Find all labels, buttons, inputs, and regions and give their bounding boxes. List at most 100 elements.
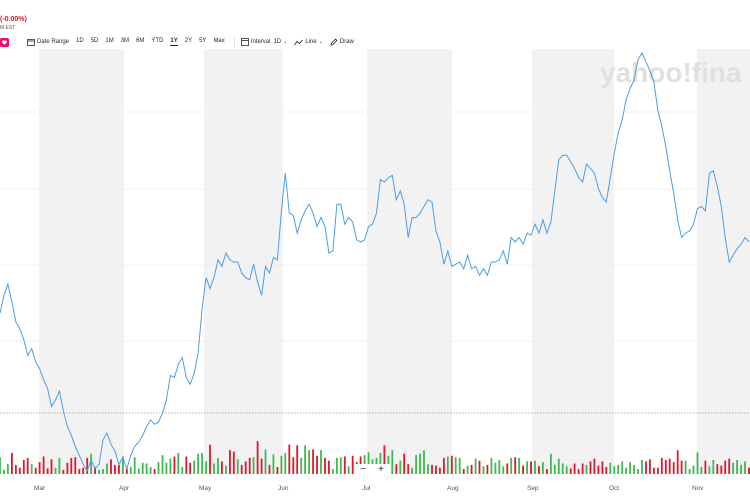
date-range-label: Date Range: [37, 39, 70, 45]
volume-bar: [625, 467, 627, 474]
volume-bar: [462, 469, 465, 474]
volume-bar: [153, 469, 156, 474]
volume-bar: [542, 462, 544, 474]
volume-bar: [15, 464, 17, 474]
volume-bar: [11, 453, 13, 474]
interval-dropdown[interactable]: Interval 1D ⌄: [240, 38, 287, 46]
x-axis-labels: Mar Apr May Jun Jul Aug Sep Oct Nov: [34, 485, 704, 492]
volume-bar: [653, 467, 655, 474]
range-button-5d[interactable]: 5D: [90, 38, 99, 44]
draw-button[interactable]: Draw: [330, 38, 354, 46]
volume-bar: [78, 469, 81, 474]
volume-bar: [280, 455, 283, 474]
x-tick-label: Apr: [119, 485, 130, 492]
zoom-out-button[interactable]: −: [360, 464, 366, 475]
volume-bar: [316, 455, 318, 474]
volume-bar: [601, 461, 604, 474]
gridlines: [0, 111, 750, 342]
volume-bar: [320, 450, 322, 474]
zoom-in-button[interactable]: +: [378, 464, 384, 475]
range-button-max[interactable]: Max: [213, 38, 225, 44]
chart-type-dropdown[interactable]: Line ⌄: [294, 39, 323, 46]
volume-bar: [498, 460, 501, 474]
volume-bar: [740, 464, 742, 474]
volume-bar: [657, 467, 659, 474]
volume-bar: [26, 457, 29, 474]
volume-bar: [621, 461, 624, 474]
volume-bar: [454, 457, 457, 474]
volume-bar: [98, 469, 100, 474]
volume-bar: [629, 462, 631, 474]
heart-icon: [0, 37, 9, 47]
range-button-ytd[interactable]: YTD: [151, 38, 164, 44]
volume-bar: [680, 460, 683, 474]
range-selector: 1D 5D 1M 3M 6M YTD 1Y 2Y 5Y Max: [76, 38, 232, 46]
volume-bar: [724, 460, 727, 474]
volume-bar: [692, 465, 695, 474]
volume-bar: [221, 461, 223, 474]
volume-bar: [700, 467, 703, 474]
volume-bar: [684, 460, 687, 474]
volume-bar: [90, 453, 92, 474]
price-chart[interactable]: yahoo!fina Mar Apr May Jun Jul Aug Sep Oct Nov: [0, 49, 750, 500]
volume-bar: [565, 466, 568, 474]
volume-bar: [423, 450, 425, 474]
volume-bar: [252, 457, 255, 474]
volume-bar: [74, 457, 77, 474]
volume-bar: [514, 457, 517, 474]
volume-bar: [383, 445, 386, 474]
volume-bar: [165, 462, 168, 474]
date-range-button[interactable]: Date Range: [27, 38, 69, 46]
volume-bar: [546, 469, 548, 474]
volume-bar: [118, 464, 120, 474]
volume-bar: [240, 464, 243, 474]
watchlist-heart-button[interactable]: [0, 37, 11, 47]
volume-bar: [22, 460, 25, 474]
volume-bar: [339, 457, 342, 474]
volume-bar: [7, 464, 9, 474]
x-tick-label: Jun: [278, 485, 289, 492]
volume-bar: [347, 466, 350, 474]
month-band: [532, 49, 614, 474]
volume-bar: [672, 462, 675, 474]
range-button-2y[interactable]: 2Y: [184, 38, 193, 44]
x-tick-label: Mar: [34, 485, 46, 492]
chart-type-label: Line: [305, 39, 317, 45]
volume-bar: [720, 465, 723, 474]
volume-bar: [324, 457, 326, 474]
range-button-1y[interactable]: 1Y: [170, 38, 178, 46]
volume-bar: [446, 456, 449, 474]
volume-bar: [18, 467, 21, 474]
chevron-down-icon: ⌄: [318, 39, 323, 45]
volume-bar: [201, 453, 203, 474]
volume-bar: [633, 464, 635, 474]
volume-bar: [38, 462, 41, 474]
quote-header: (-0.00%) M EST Date Range 1D 5D 1M 3M 6M YTD 1…: [0, 0, 750, 50]
range-button-6m[interactable]: 6M: [136, 38, 145, 44]
volume-bar: [50, 459, 53, 474]
range-button-3m[interactable]: 3M: [120, 38, 130, 44]
range-button-5y[interactable]: 5Y: [199, 38, 207, 44]
range-button-1m[interactable]: 1M: [105, 38, 114, 44]
volume-bar: [415, 455, 417, 474]
volume-bar: [664, 460, 667, 474]
calendar-icon: [27, 39, 35, 46]
month-band: [367, 49, 452, 474]
volume-bar: [308, 450, 310, 474]
volume-bar: [696, 452, 699, 474]
volume-bar: [617, 464, 620, 474]
range-button-1d[interactable]: 1D: [76, 38, 84, 44]
month-band: [697, 49, 750, 474]
volume-bar: [177, 453, 180, 474]
volume-bar: [288, 444, 291, 474]
volume-bar: [82, 467, 85, 474]
volume-bar: [129, 467, 132, 474]
volume-bar: [304, 445, 306, 474]
volume-bar: [744, 461, 746, 474]
volume-bar: [482, 466, 485, 474]
draw-label: Draw: [339, 39, 354, 45]
volume-bar: [478, 460, 481, 474]
market-time-label: M EST: [0, 25, 16, 31]
volume-bar: [597, 465, 600, 474]
volume-bar: [530, 461, 532, 474]
